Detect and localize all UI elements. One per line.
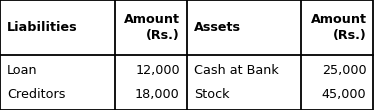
Text: 45,000: 45,000 [322,88,366,101]
Text: Amount
(Rs.): Amount (Rs.) [124,13,180,42]
Text: Stock: Stock [194,88,229,101]
Text: Amount
(Rs.): Amount (Rs.) [310,13,366,42]
Text: Cash at Bank: Cash at Bank [194,64,279,77]
Text: Loan: Loan [7,64,38,77]
Text: 18,000: 18,000 [135,88,180,101]
Text: 25,000: 25,000 [322,64,366,77]
Text: Assets: Assets [194,21,241,34]
Text: 12,000: 12,000 [135,64,180,77]
Text: Liabilities: Liabilities [7,21,78,34]
Text: Creditors: Creditors [7,88,65,101]
